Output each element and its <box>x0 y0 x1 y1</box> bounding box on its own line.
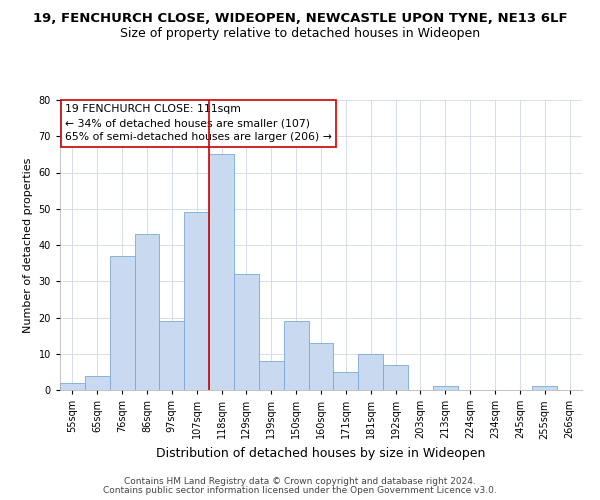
Text: Size of property relative to detached houses in Wideopen: Size of property relative to detached ho… <box>120 28 480 40</box>
X-axis label: Distribution of detached houses by size in Wideopen: Distribution of detached houses by size … <box>157 447 485 460</box>
Bar <box>358 354 383 390</box>
Bar <box>85 376 110 390</box>
Bar <box>234 274 259 390</box>
Text: 19, FENCHURCH CLOSE, WIDEOPEN, NEWCASTLE UPON TYNE, NE13 6LF: 19, FENCHURCH CLOSE, WIDEOPEN, NEWCASTLE… <box>32 12 568 26</box>
Bar <box>308 343 334 390</box>
Bar <box>532 386 557 390</box>
Bar <box>110 256 134 390</box>
Bar <box>433 386 458 390</box>
Bar <box>259 361 284 390</box>
Bar <box>383 364 408 390</box>
Text: 19 FENCHURCH CLOSE: 111sqm
← 34% of detached houses are smaller (107)
65% of sem: 19 FENCHURCH CLOSE: 111sqm ← 34% of deta… <box>65 104 332 142</box>
Bar <box>209 154 234 390</box>
Bar <box>334 372 358 390</box>
Text: Contains HM Land Registry data © Crown copyright and database right 2024.: Contains HM Land Registry data © Crown c… <box>124 477 476 486</box>
Bar <box>134 234 160 390</box>
Text: Contains public sector information licensed under the Open Government Licence v3: Contains public sector information licen… <box>103 486 497 495</box>
Bar <box>160 321 184 390</box>
Bar <box>284 321 308 390</box>
Bar <box>60 383 85 390</box>
Y-axis label: Number of detached properties: Number of detached properties <box>23 158 33 332</box>
Bar <box>184 212 209 390</box>
